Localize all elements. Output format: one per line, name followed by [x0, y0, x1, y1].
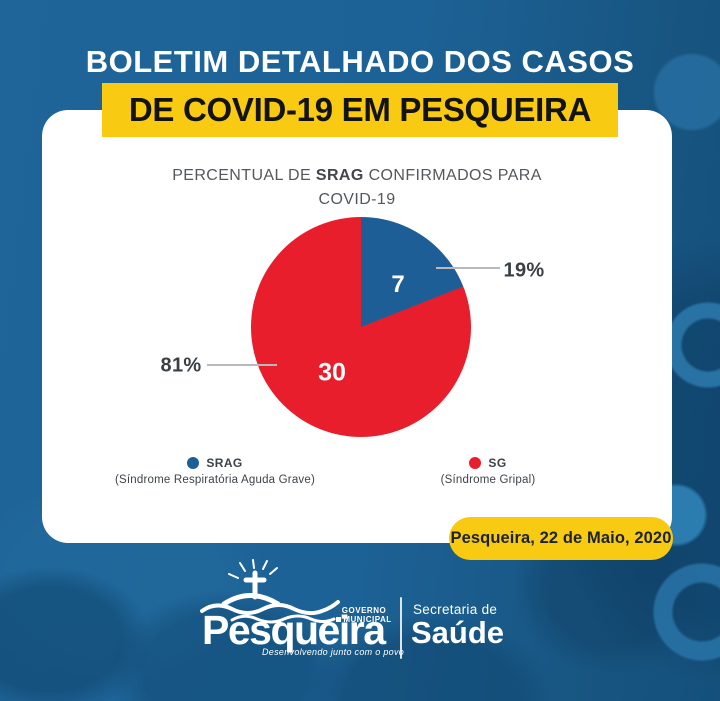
bulletin-title-line1: BOLETIM DETALHADO DOS CASOS: [85, 44, 635, 79]
saude-label: Saúde: [411, 615, 505, 650]
pie-value-sg: 30: [318, 358, 346, 387]
logo-divider: [400, 597, 402, 659]
square-bullet-icon: [336, 617, 342, 623]
bulletin-title-banner: DE COVID-19 EM PESQUEIRA: [102, 83, 618, 137]
governo-label: GOVERNO: [341, 606, 387, 615]
pie-value-srag: 7: [391, 271, 405, 298]
governo-municipal-label: GOVERNO MUNICIPAL: [336, 606, 392, 624]
municipal-label: MUNICIPAL: [343, 615, 392, 624]
date-badge: Pesqueira, 22 de Maio, 2020: [449, 517, 673, 560]
tagline: Desenvolvendo junto com o povo: [262, 647, 405, 657]
percent-label-srag: 19%: [503, 259, 545, 282]
percent-label-sg: 81%: [160, 354, 202, 377]
leader-line-sg: [207, 364, 277, 366]
leader-line-srag: [436, 267, 500, 269]
